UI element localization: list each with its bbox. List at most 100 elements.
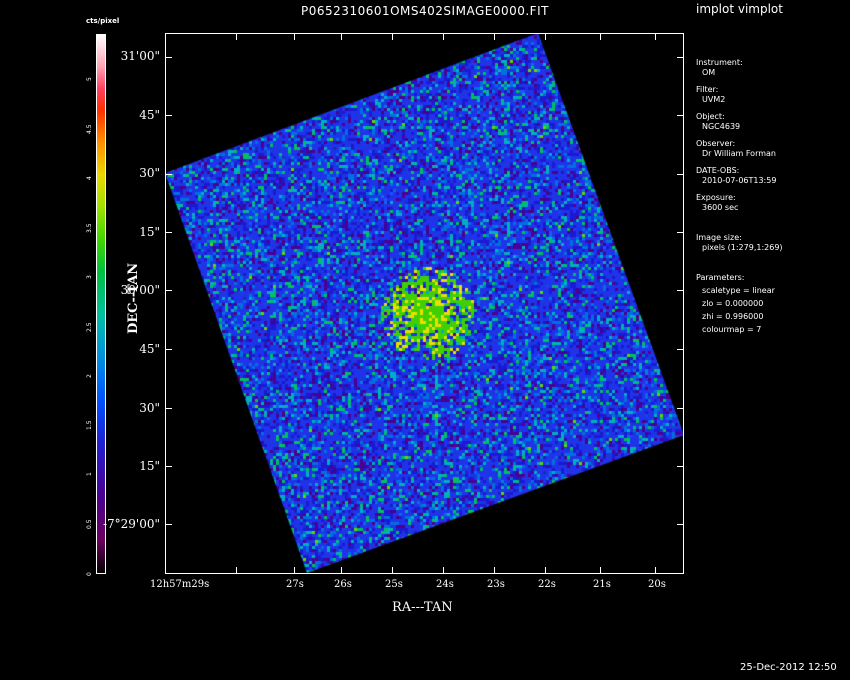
info-filter: Filter: UVM2 — [696, 85, 725, 105]
info-instrument: Instrument: OM — [696, 58, 743, 78]
colorbar-tick: 2.5 — [86, 322, 93, 332]
colorbar-tick: 3.5 — [86, 223, 93, 233]
ra-tick — [341, 33, 342, 40]
info-value: colourmap = 7 — [702, 325, 762, 334]
dec-tick-label: 30" — [139, 401, 160, 415]
dec-tick — [165, 174, 172, 175]
info-object: Object: NGC4639 — [696, 112, 740, 132]
ra-tick-label: 26s — [334, 579, 352, 590]
colorbar — [96, 34, 106, 574]
info-image-size: Image size: pixels (1:279,1:269) — [696, 233, 783, 253]
dec-tick-label: 30" — [139, 166, 160, 180]
ra-tick — [236, 567, 237, 574]
dec-tick — [677, 524, 684, 525]
dec-tick — [165, 466, 172, 467]
x-axis-label: RA---TAN — [392, 600, 453, 615]
ra-tick — [494, 33, 495, 40]
ra-tick — [655, 567, 656, 574]
ra-tick — [294, 33, 295, 40]
colorbar-tick: 4.5 — [86, 124, 93, 134]
dec-tick — [677, 174, 684, 175]
info-value: UVM2 — [702, 95, 726, 104]
plot-title: P0652310601OMS402SIMAGE0000.FIT — [301, 4, 549, 18]
info-value: OM — [702, 68, 716, 77]
ra-tick — [392, 567, 393, 574]
colorbar-tick: 5 — [86, 77, 93, 81]
ra-tick — [294, 567, 295, 574]
dec-tick — [677, 290, 684, 291]
colorbar-tick: 1.5 — [86, 420, 93, 430]
ra-tick — [600, 33, 601, 40]
info-label: Object: — [696, 112, 725, 121]
info-label: Exposure: — [696, 193, 736, 202]
info-value: Dr William Forman — [702, 149, 776, 158]
ra-tick-label: 27s — [286, 579, 304, 590]
info-value: 2010-07-06T13:59 — [702, 176, 777, 185]
ra-tick — [392, 33, 393, 40]
info-value: 3600 sec — [702, 203, 739, 212]
colorbar-tick: 3 — [86, 275, 93, 279]
info-label: Instrument: — [696, 58, 743, 67]
dec-tick-label: 31'00" — [120, 49, 160, 63]
colorbar-unit: cts/pixel — [86, 17, 120, 25]
dec-tick — [677, 466, 684, 467]
dec-tick — [165, 408, 172, 409]
ra-tick — [236, 33, 237, 40]
info-value: zhi = 0.996000 — [702, 312, 764, 321]
dec-tick — [165, 524, 172, 525]
info-value: zlo = 0.000000 — [702, 299, 764, 308]
ra-tick-label: 12h57m29s — [150, 579, 210, 590]
info-label: Parameters: — [696, 273, 745, 282]
info-label: Image size: — [696, 233, 742, 242]
ra-tick — [494, 567, 495, 574]
dec-tick-label: 30'00" — [120, 283, 160, 297]
dec-tick-label: -7°29'00" — [102, 517, 160, 531]
dec-tick — [677, 349, 684, 350]
info-value: scaletype = linear — [702, 286, 775, 295]
ra-tick — [341, 567, 342, 574]
dec-tick — [677, 57, 684, 58]
footer-date: 25-Dec-2012 12:50 — [740, 662, 837, 673]
ra-tick-label: 20s — [648, 579, 666, 590]
tool-name: implot vimplot — [696, 2, 783, 16]
dec-tick-label: 15" — [139, 225, 160, 239]
info-value: NGC4639 — [702, 122, 741, 131]
dec-tick — [165, 232, 172, 233]
dec-tick — [165, 349, 172, 350]
info-label: DATE-OBS: — [696, 166, 740, 175]
ra-tick — [600, 567, 601, 574]
info-label: Filter: — [696, 85, 719, 94]
colorbar-tick: 0 — [86, 572, 93, 576]
ra-tick — [443, 33, 444, 40]
info-parameters: Parameters: scaletype = linear zlo = 0.0… — [696, 273, 775, 335]
dec-tick — [677, 232, 684, 233]
colorbar-tick: 4 — [86, 176, 93, 180]
sky-image — [165, 33, 684, 574]
dec-tick-label: 15" — [139, 459, 160, 473]
ra-tick-label: 23s — [487, 579, 505, 590]
ra-tick — [443, 567, 444, 574]
info-date-obs: DATE-OBS: 2010-07-06T13:59 — [696, 166, 776, 186]
dec-tick — [165, 57, 172, 58]
colorbar-tick: 2 — [86, 374, 93, 378]
info-exposure: Exposure: 3600 sec — [696, 193, 738, 213]
dec-tick — [165, 115, 172, 116]
plot-frame — [165, 33, 684, 574]
ra-tick — [545, 33, 546, 40]
ra-tick — [545, 567, 546, 574]
y-axis-label: DEC--TAN — [126, 262, 141, 334]
info-label: Observer: — [696, 139, 736, 148]
colorbar-tick: 1 — [86, 472, 93, 476]
dec-tick — [677, 115, 684, 116]
ra-tick-label: 25s — [385, 579, 403, 590]
info-observer: Observer: Dr William Forman — [696, 139, 776, 159]
ra-tick — [655, 33, 656, 40]
dec-tick-label: 45" — [139, 108, 160, 122]
ra-tick-label: 24s — [436, 579, 454, 590]
dec-tick — [677, 408, 684, 409]
dec-tick-label: 45" — [139, 342, 160, 356]
ra-tick-label: 21s — [593, 579, 611, 590]
info-value: pixels (1:279,1:269) — [702, 243, 783, 252]
dec-tick — [165, 290, 172, 291]
